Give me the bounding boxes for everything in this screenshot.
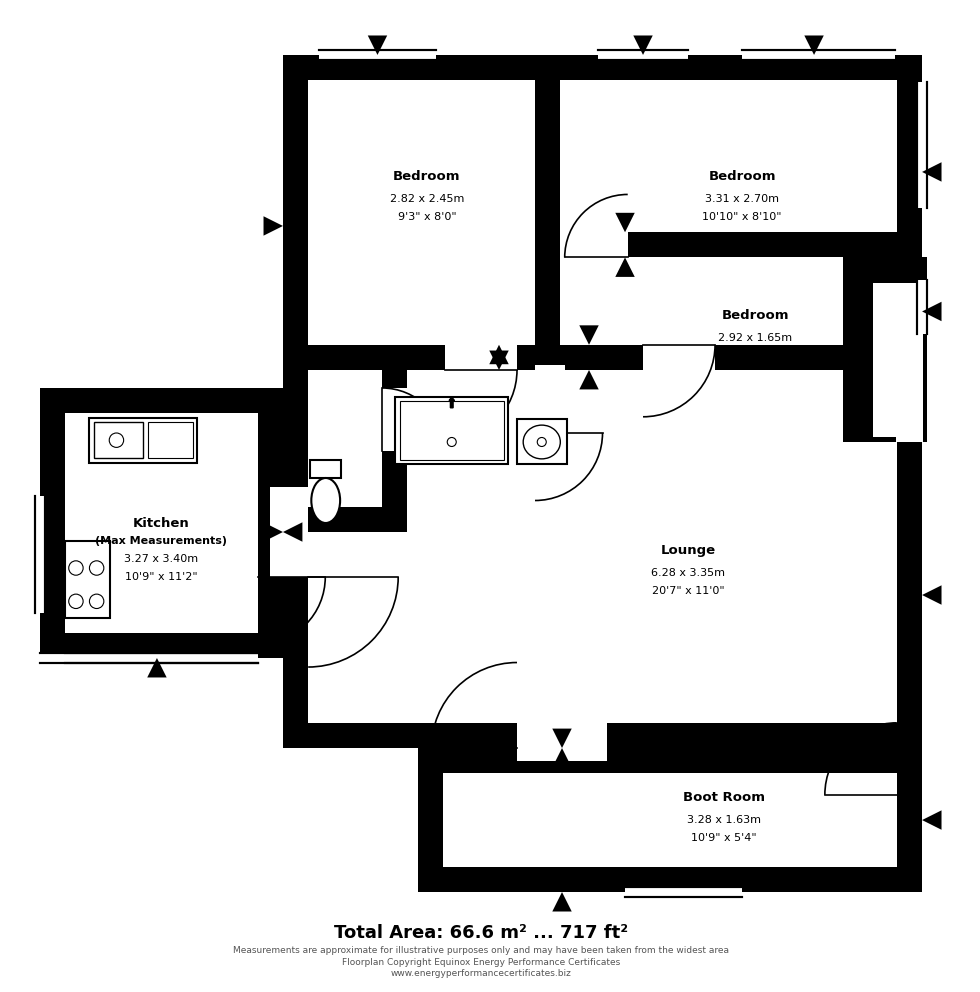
Text: 3.27 x 3.40m: 3.27 x 3.40m	[124, 554, 199, 564]
Polygon shape	[922, 302, 942, 321]
Ellipse shape	[312, 478, 340, 523]
Polygon shape	[368, 36, 387, 55]
Polygon shape	[489, 345, 509, 364]
Polygon shape	[553, 728, 571, 748]
Bar	[872, 283, 922, 437]
Polygon shape	[264, 522, 283, 542]
Bar	[517, 420, 566, 464]
Bar	[310, 460, 341, 478]
Bar	[896, 283, 923, 442]
Polygon shape	[922, 810, 942, 829]
Text: 10'9" x 11'2": 10'9" x 11'2"	[125, 572, 198, 582]
Polygon shape	[283, 522, 303, 542]
Polygon shape	[553, 892, 571, 912]
Bar	[400, 402, 504, 460]
Text: 20'7" x 11'0": 20'7" x 11'0"	[652, 585, 724, 595]
Polygon shape	[805, 36, 824, 55]
Polygon shape	[147, 658, 167, 678]
Polygon shape	[633, 36, 653, 55]
Bar	[94, 423, 143, 458]
Polygon shape	[598, 50, 688, 61]
Polygon shape	[489, 350, 509, 370]
Text: 10'9" x 5'4": 10'9" x 5'4"	[691, 833, 757, 843]
Polygon shape	[264, 216, 283, 236]
Bar	[561, 232, 897, 258]
Bar	[643, 340, 715, 370]
Circle shape	[69, 560, 83, 575]
Bar	[843, 258, 926, 442]
Circle shape	[537, 437, 546, 446]
Polygon shape	[553, 748, 571, 768]
Bar	[89, 418, 197, 462]
Bar	[40, 388, 283, 658]
Polygon shape	[65, 653, 258, 664]
Polygon shape	[615, 258, 635, 277]
Circle shape	[89, 594, 104, 608]
Bar	[418, 748, 922, 892]
FancyArrow shape	[449, 397, 455, 408]
Text: 9'3" x 8'0": 9'3" x 8'0"	[398, 212, 457, 222]
Polygon shape	[742, 50, 895, 61]
Text: 2.92 x 1.65m: 2.92 x 1.65m	[718, 333, 793, 343]
Polygon shape	[625, 887, 742, 898]
Bar	[148, 423, 193, 458]
Text: Bedroom: Bedroom	[393, 170, 461, 183]
Polygon shape	[916, 82, 927, 208]
Text: Kitchen: Kitchen	[133, 517, 190, 530]
Circle shape	[447, 437, 457, 446]
Bar	[382, 370, 407, 532]
Text: 3.31 x 2.70m: 3.31 x 2.70m	[705, 194, 779, 204]
Bar	[65, 414, 258, 633]
Text: Measurements are approximate for illustrative purposes only and may have been ta: Measurements are approximate for illustr…	[233, 946, 729, 955]
Text: 3.28 x 1.63m: 3.28 x 1.63m	[687, 815, 761, 825]
Text: 2.82 x 2.45m: 2.82 x 2.45m	[390, 194, 465, 204]
Text: Total Area: 66.6 m² ... 717 ft²: Total Area: 66.6 m² ... 717 ft²	[334, 924, 628, 941]
Bar	[382, 388, 412, 451]
Text: 6.28 x 3.35m: 6.28 x 3.35m	[651, 567, 725, 577]
Polygon shape	[34, 496, 45, 613]
Text: Bedroom: Bedroom	[722, 310, 789, 322]
Polygon shape	[40, 653, 258, 664]
Text: (Max Measurements): (Max Measurements)	[95, 536, 227, 546]
Text: 9'7" x 5'5": 9'7" x 5'5"	[726, 351, 785, 361]
Polygon shape	[916, 280, 927, 334]
Bar	[445, 340, 517, 370]
Circle shape	[89, 560, 104, 575]
Text: www.energyperformancecertificates.biz: www.energyperformancecertificates.biz	[391, 969, 571, 978]
Text: Floorplan Copyright Equinox Energy Performance Certificates: Floorplan Copyright Equinox Energy Perfo…	[342, 958, 620, 967]
Polygon shape	[318, 50, 436, 61]
Text: Bedroom: Bedroom	[709, 170, 776, 183]
Circle shape	[69, 594, 83, 608]
Bar	[65, 541, 110, 617]
Text: Lounge: Lounge	[661, 544, 715, 557]
Bar	[535, 365, 564, 433]
Bar	[270, 487, 320, 577]
Polygon shape	[922, 163, 942, 182]
Bar	[396, 397, 508, 464]
Text: Boot Room: Boot Room	[683, 791, 765, 805]
Polygon shape	[579, 370, 599, 390]
Bar	[308, 507, 382, 532]
Bar	[561, 228, 628, 258]
Circle shape	[109, 433, 123, 447]
Bar	[443, 773, 897, 867]
Bar	[283, 55, 922, 748]
Bar	[535, 80, 561, 370]
Bar	[308, 80, 897, 723]
Bar	[308, 345, 897, 370]
Polygon shape	[922, 585, 942, 605]
Bar	[517, 710, 607, 761]
Polygon shape	[615, 213, 635, 232]
Text: 10'10" x 8'10": 10'10" x 8'10"	[703, 212, 782, 222]
Polygon shape	[579, 325, 599, 345]
